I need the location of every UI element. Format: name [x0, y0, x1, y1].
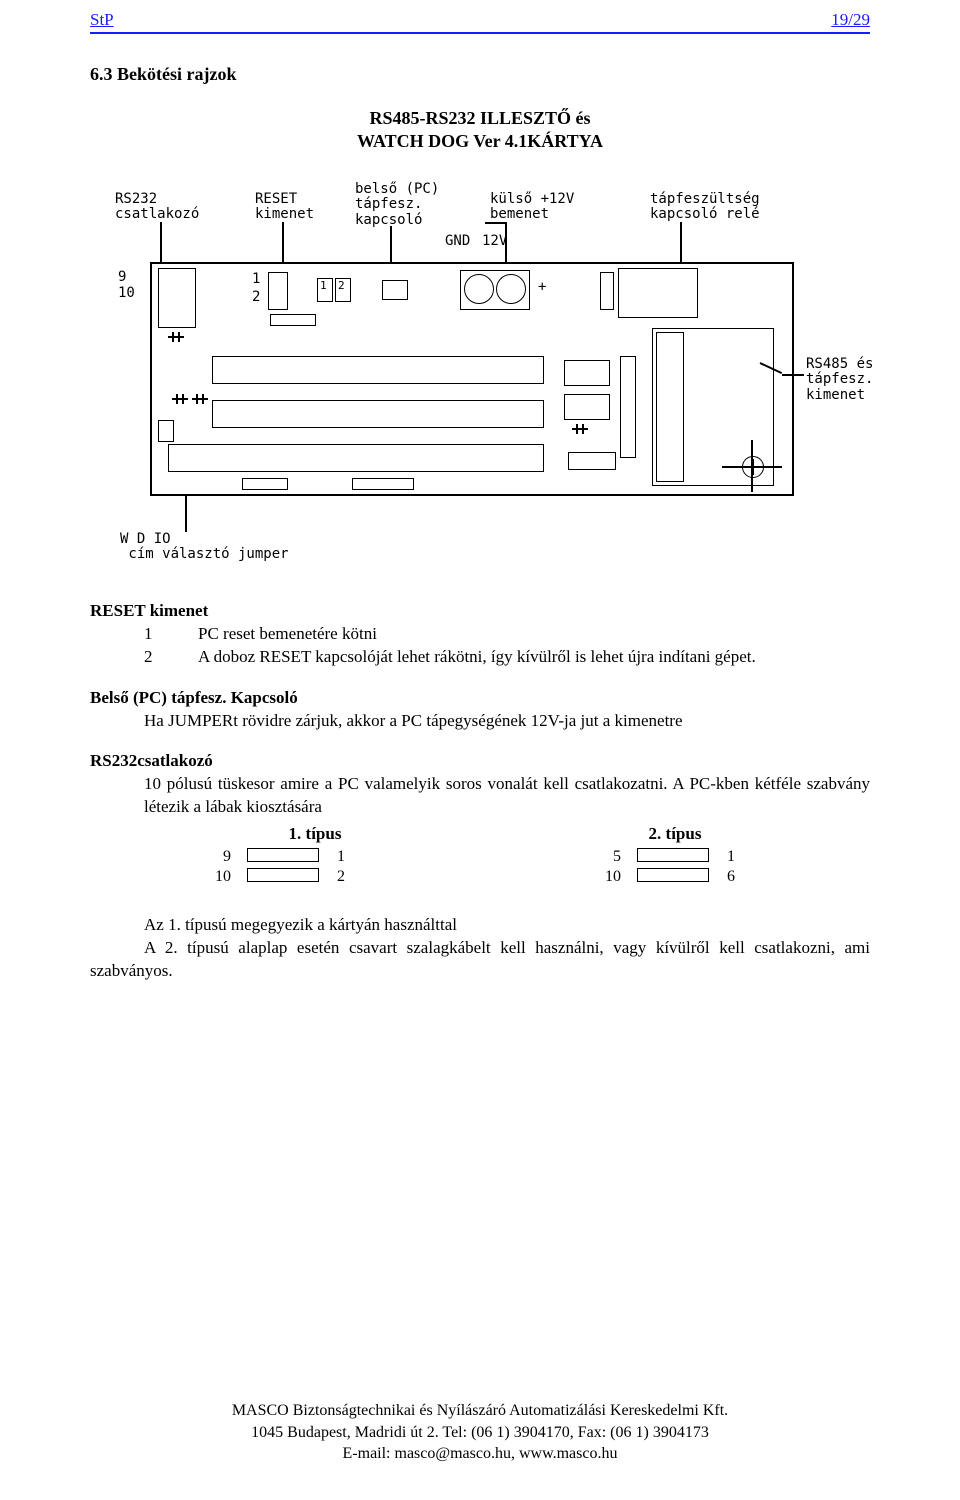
rs232-p1: 10 pólusú tüskesor amire a PC valamelyik… [90, 773, 870, 819]
belso-title: Belső (PC) tápfesz. Kapcsoló [90, 687, 870, 710]
footer-l2: 1045 Budapest, Madridi út 2. Tel: (06 1)… [0, 1422, 960, 1444]
t2-bl: 10 [605, 866, 621, 888]
type1-connector: 9 1 10 2 [205, 846, 365, 896]
t1-tr: 1 [337, 846, 345, 868]
pin-9: 9 [118, 270, 126, 285]
belso-txt: Ha JUMPERt rövidre zárjuk, akkor a PC tá… [90, 710, 870, 733]
header-doc: StP [90, 10, 114, 30]
t1-br: 2 [337, 866, 345, 888]
smd-1 [270, 314, 316, 326]
smd-5 [568, 452, 616, 470]
lbl-wdio: W D IO cím választó jumper [120, 532, 289, 563]
reset-pin2: 2 [252, 290, 260, 305]
rs232-title: RS232csatlakozó [90, 750, 870, 773]
pcb-outline: 9 10 1 2 1 2 + [150, 262, 794, 496]
t2-tr: 1 [727, 846, 735, 868]
page-footer: MASCO Biztonságtechnikai és Nyílászáró A… [0, 1400, 960, 1465]
reset-pin1: 1 [252, 272, 260, 287]
cap-3 [192, 394, 208, 404]
jumper-row-1 [242, 478, 288, 490]
type1-label: 1. típus [90, 823, 480, 846]
figure-title-1: RS485-RS232 ILLESZTŐ és [90, 107, 870, 130]
footer-l3: E-mail: masco@masco.hu, www.masco.hu [0, 1443, 960, 1465]
figure-title-2: WATCH DOG Ver 4.1KÁRTYA [90, 130, 870, 153]
rs232-connector [158, 268, 196, 328]
section-title: 6.3 Bekötési rajzok [90, 64, 870, 85]
ic-long-2 [212, 400, 544, 428]
note-1: Az 1. típusú megegyezik a kártyán haszná… [90, 914, 870, 937]
smd-2 [158, 420, 174, 442]
reset-kimenet-title: RESET kimenet [90, 600, 870, 623]
footer-l1: MASCO Biztonságtechnikai és Nyílászáró A… [0, 1400, 960, 1422]
lbl-belso: belső (PC) tápfesz. kapcsoló [355, 182, 439, 228]
lbl-tap: tápfeszültség kapcsoló relé [650, 192, 760, 223]
cap-1 [168, 332, 184, 342]
pin-10: 10 [118, 286, 135, 301]
ic-long-1 [212, 356, 544, 384]
lbl-gnd: GND [445, 234, 470, 249]
smd-4 [564, 394, 610, 420]
t1-tl: 9 [223, 846, 231, 868]
relay [618, 268, 698, 318]
header-page: 19/29 [831, 10, 870, 30]
jumper-1-lbl: 1 [320, 280, 327, 292]
lbl-rs232: RS232 csatlakozó [115, 192, 199, 223]
t2-br: 6 [727, 866, 735, 888]
rs485-pins [656, 332, 684, 482]
cap-big-2 [496, 274, 526, 304]
jumper-2-lbl: 2 [338, 280, 345, 292]
reset-row1-num: 1 [90, 623, 198, 646]
note-2: A 2. típusú alaplap esetén csavart szala… [90, 937, 870, 983]
type2-connector: 5 1 10 6 [595, 846, 755, 896]
lbl-reset: RESET kimenet [255, 192, 314, 223]
pc-psu-switch [382, 280, 408, 300]
lbl-rs485: RS485 és tápfesz. kimenet [806, 357, 873, 403]
lbl-12v: 12V [482, 234, 507, 249]
reset-row1-txt: PC reset bemenetére kötni [198, 623, 870, 646]
conn-vert [620, 356, 636, 458]
plus-mark: + [538, 280, 546, 295]
jumper-row-2 [352, 478, 414, 490]
reset-row2-num: 2 [90, 646, 198, 669]
reset-row2-txt: A doboz RESET kapcsolóját lehet rákötni,… [198, 646, 870, 669]
reset-header [268, 272, 288, 310]
lbl-kulso: külső +12V bemenet [490, 192, 574, 223]
cap-2 [172, 394, 188, 404]
type2-label: 2. típus [480, 823, 870, 846]
cap-4 [572, 424, 588, 434]
relay-left [600, 272, 614, 310]
cap-big-1 [464, 274, 494, 304]
header-rule [90, 32, 870, 34]
ic-long-3 [168, 444, 544, 472]
t2-tl: 5 [613, 846, 621, 868]
t1-bl: 10 [215, 866, 231, 888]
smd-3 [564, 360, 610, 386]
pcb-diagram: RS232 csatlakozó RESET kimenet belső (PC… [90, 162, 870, 582]
